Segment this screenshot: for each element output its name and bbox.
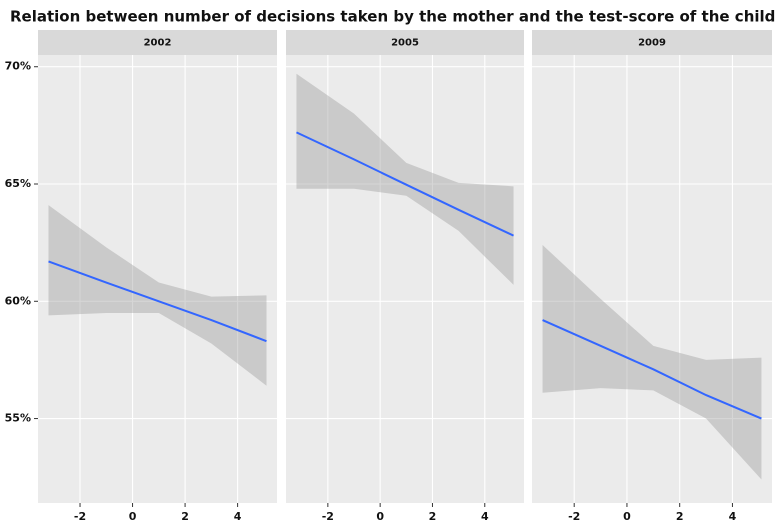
y-tick-label: 55% [5,412,31,425]
y-tick-label: 65% [5,177,31,190]
x-tick-label: -2 [322,510,334,523]
strip-label: 2005 [391,38,419,49]
strip-label: 2002 [144,38,172,49]
x-tick-label: 2 [181,510,189,523]
fit-line [48,260,267,343]
y-tick-label: 70% [5,60,31,73]
strip [532,30,772,55]
confidence-band [296,73,514,285]
x-tick-label: 2 [429,510,437,523]
x-tick-label: 0 [129,510,137,523]
x-tick-label: -2 [74,510,86,523]
confidence-band [48,205,267,386]
fit-line [296,131,514,237]
strip-label: 2009 [638,38,666,49]
chart-title: Relation between number of decisions tak… [10,8,775,26]
x-tick-label: 0 [376,510,384,523]
x-tick-label: 4 [729,510,737,523]
x-tick-label: 4 [481,510,489,523]
strip [286,30,524,55]
confidence-band [542,244,762,480]
fit-line [542,319,762,420]
x-tick-label: 0 [623,510,631,523]
x-tick-label: 4 [234,510,242,523]
x-tick-label: 2 [676,510,684,523]
y-tick-label: 60% [5,294,31,307]
x-tick-label: -2 [568,510,580,523]
strip [38,30,277,55]
